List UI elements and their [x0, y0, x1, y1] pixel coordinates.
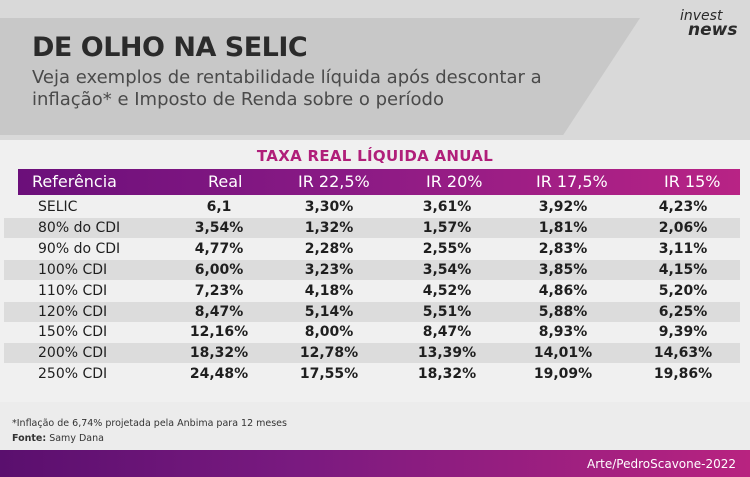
row-value: 5,20%	[658, 282, 708, 299]
table-row: 120% CDI 8,47% 5,14% 5,51% 5,88% 6,25%	[4, 301, 740, 322]
row-reference: 120% CDI	[38, 303, 108, 320]
row-value: 18,32%	[189, 345, 249, 362]
row-value: 8,00%	[304, 324, 354, 341]
row-value: 12,16%	[189, 324, 249, 341]
table-row: 250% CDI 24,48% 17,55% 18,32% 19,09% 19,86%	[4, 364, 740, 384]
column-header-ir-15: IR 15%	[664, 172, 721, 191]
page-title: DE OLHO NA SELIC	[32, 32, 308, 63]
row-value: 14,01%	[533, 345, 593, 362]
column-header-ir-22-5: IR 22,5%	[298, 172, 370, 191]
row-value: 9,39%	[658, 324, 708, 341]
row-value: 8,47%	[194, 303, 244, 320]
art-credit: Arte/PedroScavone-2022	[587, 457, 736, 471]
table-row: SELIC 6,1 3,30% 3,61% 3,92% 4,23%	[4, 197, 740, 217]
row-value: 12,78%	[299, 345, 359, 362]
row-value: 2,06%	[658, 219, 708, 236]
row-value: 3,85%	[538, 261, 588, 278]
row-reference: 150% CDI	[38, 324, 108, 341]
table-header: Referência Real IR 22,5% IR 20% IR 17,5%…	[18, 169, 740, 195]
column-header-real: Real	[208, 172, 243, 191]
footer	[0, 402, 750, 450]
row-value: 3,23%	[304, 261, 354, 278]
row-value: 8,93%	[538, 324, 588, 341]
row-value: 2,55%	[422, 240, 472, 257]
row-reference: 200% CDI	[38, 345, 108, 362]
row-value: 3,61%	[422, 199, 472, 215]
row-value: 24,48%	[189, 366, 249, 383]
row-reference: 80% do CDI	[38, 219, 121, 236]
row-value: 4,18%	[304, 282, 354, 299]
source-label: Fonte:	[12, 433, 47, 444]
row-value: 3,30%	[304, 199, 354, 215]
header-panel	[0, 18, 640, 135]
row-value: 3,92%	[538, 199, 588, 215]
row-value: 1,57%	[422, 219, 472, 236]
row-value: 3,54%	[194, 219, 244, 236]
row-value: 1,81%	[538, 219, 588, 236]
row-value: 4,52%	[422, 282, 472, 299]
row-value: 4,23%	[658, 199, 708, 215]
table-row: 100% CDI 6,00% 3,23% 3,54% 3,85% 4,15%	[4, 259, 740, 280]
column-header-ir-17-5: IR 17,5%	[536, 172, 608, 191]
logo-text-invest: invest	[680, 8, 723, 24]
row-value: 3,54%	[422, 261, 472, 278]
row-value: 2,28%	[304, 240, 354, 257]
row-value: 17,55%	[299, 366, 359, 383]
row-value: 8,47%	[422, 324, 472, 341]
row-value: 19,86%	[653, 366, 713, 383]
row-value: 18,32%	[417, 366, 477, 383]
column-header-referencia: Referência	[32, 172, 117, 191]
row-value: 6,25%	[658, 303, 708, 320]
row-reference: SELIC	[38, 199, 78, 215]
row-reference: 110% CDI	[38, 282, 108, 299]
table-row: 110% CDI 7,23% 4,18% 4,52% 4,86% 5,20%	[4, 281, 740, 301]
table-row: 200% CDI 18,32% 12,78% 13,39% 14,01% 14,63%	[4, 343, 740, 364]
bottom-bar	[0, 450, 750, 477]
table-row: 150% CDI 12,16% 8,00% 8,47% 8,93% 9,39%	[4, 322, 740, 342]
row-value: 5,51%	[422, 303, 472, 320]
source-line: Fonte: Samy Dana	[12, 433, 104, 444]
footnote: *Inflação de 6,74% projetada pela Anbima…	[12, 418, 287, 429]
source-value: Samy Dana	[46, 433, 104, 444]
table-row: 80% do CDI 3,54% 1,32% 1,57% 1,81% 2,06%	[4, 217, 740, 238]
row-value: 5,14%	[304, 303, 354, 320]
row-value: 4,15%	[658, 261, 708, 278]
row-value: 3,11%	[658, 240, 708, 257]
row-reference: 100% CDI	[38, 261, 108, 278]
row-value: 4,77%	[194, 240, 244, 257]
table-title: TAXA REAL LÍQUIDA ANUAL	[256, 147, 494, 165]
row-value: 7,23%	[194, 282, 244, 299]
page-subtitle: Veja exemplos de rentabilidade líquida a…	[32, 67, 542, 110]
table-row: 90% do CDI 4,77% 2,28% 2,55% 2,83% 3,11%	[4, 239, 740, 259]
row-value: 1,32%	[304, 219, 354, 236]
row-reference: 250% CDI	[38, 366, 108, 383]
row-value: 5,88%	[538, 303, 588, 320]
row-value: 19,09%	[533, 366, 593, 383]
logo-text-news: news	[688, 20, 738, 40]
row-value: 14,63%	[653, 345, 713, 362]
row-reference: 90% do CDI	[38, 240, 121, 257]
row-value: 2,83%	[538, 240, 588, 257]
row-value: 6,00%	[194, 261, 244, 278]
investnews-logo: invest news	[672, 8, 742, 48]
column-header-ir-20: IR 20%	[426, 172, 483, 191]
row-value: 4,86%	[538, 282, 588, 299]
row-value: 6,1	[206, 199, 232, 215]
row-value: 13,39%	[417, 345, 477, 362]
